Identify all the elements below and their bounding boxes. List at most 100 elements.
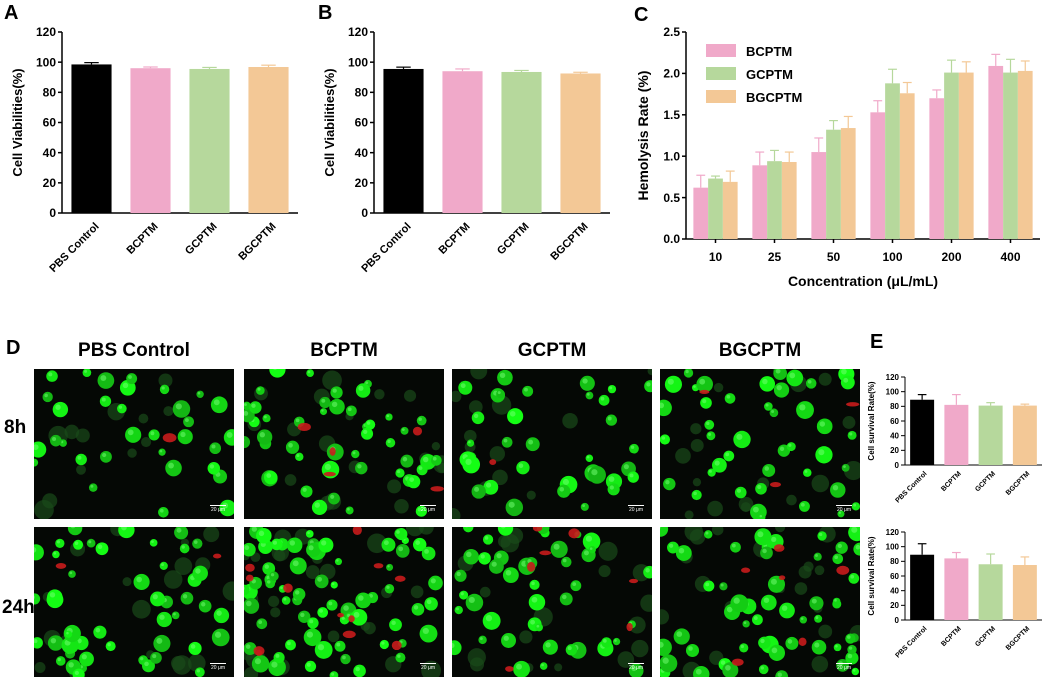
live-cell	[535, 623, 543, 632]
live-cell-highlight	[280, 586, 283, 590]
dim-cell	[387, 479, 402, 494]
live-cell-highlight	[847, 635, 851, 639]
live-cell	[755, 482, 767, 495]
live-cell	[799, 616, 808, 624]
chart-e1-y-tick-label: 120	[886, 373, 900, 382]
dim-cell	[421, 660, 442, 677]
live-cell-highlight	[246, 600, 252, 607]
chart-c-bar-bgcptm	[840, 128, 856, 239]
chart-a-y-tick-label: 20	[43, 176, 57, 190]
live-cell-highlight	[645, 568, 650, 573]
chart-c-legend-swatch-bcptm	[706, 44, 736, 57]
live-cell-highlight	[57, 657, 61, 662]
scale-bar-label: 20 μm	[837, 665, 851, 671]
chart-c-bar-gcptm	[826, 129, 841, 239]
chart-e1-y-tick-label: 100	[886, 387, 900, 396]
live-cell	[82, 369, 92, 378]
dead-cell	[769, 481, 782, 488]
chart-e2-y-tick-label: 0	[895, 616, 900, 625]
scale-bar: 20 μm	[420, 663, 436, 671]
chart-e2-bar-gcptm	[978, 564, 1003, 620]
live-cell	[796, 401, 814, 419]
dim-cell	[452, 390, 462, 403]
chart-e2-bar-pbs-control	[910, 554, 935, 620]
live-cell-highlight	[271, 661, 278, 668]
live-cell	[629, 443, 639, 454]
live-cell	[42, 391, 53, 403]
live-cell-highlight	[245, 644, 251, 649]
scale-bar-label: 20 μm	[211, 507, 225, 513]
live-cell-highlight	[708, 432, 712, 436]
live-cell	[580, 502, 589, 511]
dim-cell	[794, 582, 808, 595]
live-cell	[300, 485, 313, 498]
live-cell	[525, 437, 540, 452]
live-cell-highlight	[811, 598, 817, 604]
live-cell-highlight	[775, 369, 781, 374]
live-cell-highlight	[702, 399, 707, 404]
live-cell-highlight	[266, 473, 272, 478]
dead-cell	[297, 422, 311, 432]
micrograph-cells	[244, 369, 444, 517]
live-cell	[174, 527, 189, 540]
live-cell	[830, 482, 846, 498]
live-cell	[88, 483, 98, 492]
chart-e1: 0 20 40 60 80 100 120 Cell survival Rate(%) PBS …	[867, 373, 1042, 505]
live-cell	[452, 640, 462, 656]
chart-e2-category-label: PBS Control	[894, 625, 928, 659]
chart-a-category-label: PBS Control	[47, 221, 101, 275]
live-cell-highlight	[800, 617, 804, 620]
live-cell	[379, 639, 389, 650]
dim-cell	[163, 406, 174, 417]
live-cell	[664, 375, 683, 393]
live-cell	[158, 506, 169, 518]
live-cell-highlight	[530, 619, 536, 625]
live-cell	[34, 593, 41, 605]
live-cell-highlight	[68, 662, 74, 668]
live-cell-highlight	[736, 488, 742, 493]
dim-cell	[818, 372, 832, 386]
live-cell-highlight	[331, 582, 335, 586]
dead-cell	[373, 563, 384, 569]
live-cell	[99, 395, 112, 407]
chart-c-bar-bcptm	[870, 112, 886, 239]
scale-bar-label: 20 μm	[629, 507, 643, 513]
live-cell-highlight	[84, 369, 88, 373]
live-cell	[703, 530, 713, 539]
dim-cell	[786, 494, 797, 506]
dim-cell	[163, 570, 183, 589]
live-cell	[719, 582, 728, 591]
dead-cell	[394, 575, 406, 582]
live-cell-highlight	[505, 569, 512, 576]
live-cell	[507, 408, 524, 425]
live-cell	[329, 398, 345, 415]
live-cell-highlight	[136, 576, 142, 583]
live-cell-highlight	[771, 409, 775, 414]
micro-title-pbs-control: PBS Control	[78, 340, 190, 361]
live-cell-highlight	[292, 560, 299, 567]
scale-bar: 20 μm	[210, 663, 226, 671]
dim-cell	[562, 412, 578, 429]
live-cell	[55, 656, 66, 666]
live-cell-highlight	[607, 416, 612, 421]
live-cell-highlight	[760, 666, 764, 670]
live-cell-highlight	[726, 394, 731, 399]
chart-e2-y-tick-label: 20	[890, 601, 899, 610]
live-cell-highlight	[720, 660, 726, 665]
live-cell	[150, 652, 162, 664]
chart-c-bar-bgcptm	[1017, 70, 1033, 239]
chart-e2: 0 20 40 60 80 100 120 Cell survival Rate(%) PBS …	[867, 528, 1042, 660]
live-cell	[707, 468, 716, 477]
live-cell-highlight	[182, 594, 188, 599]
chart-e2-category-label: GCPTM	[974, 625, 997, 648]
live-cell	[210, 396, 228, 414]
live-cell-highlight	[151, 540, 154, 544]
live-cell-highlight	[567, 646, 572, 651]
chart-c-y-tick-label: 1.0	[663, 149, 680, 163]
live-cell-highlight	[209, 464, 215, 469]
live-cell	[496, 389, 505, 399]
live-cell	[318, 537, 334, 553]
live-cell-highlight	[144, 661, 149, 667]
dead-cell	[337, 612, 344, 618]
chart-e2-y-tick-label: 40	[890, 586, 899, 595]
